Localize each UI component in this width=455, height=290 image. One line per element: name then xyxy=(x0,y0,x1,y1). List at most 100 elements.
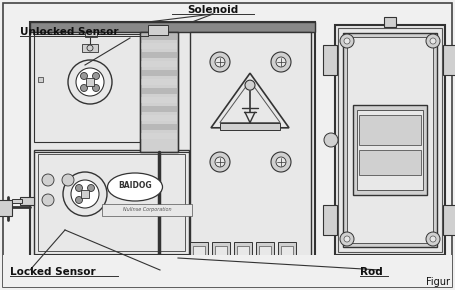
Bar xyxy=(335,25,445,255)
Circle shape xyxy=(210,152,230,172)
Bar xyxy=(383,273,397,281)
Bar xyxy=(141,97,177,103)
Bar xyxy=(141,115,177,121)
Circle shape xyxy=(68,60,112,104)
Bar xyxy=(20,197,34,205)
Bar xyxy=(141,106,177,112)
Circle shape xyxy=(245,80,255,90)
Circle shape xyxy=(340,232,354,246)
Bar xyxy=(353,105,427,195)
Circle shape xyxy=(324,133,338,147)
Bar xyxy=(30,22,315,262)
Bar xyxy=(38,77,43,82)
Bar xyxy=(323,45,337,75)
Bar xyxy=(278,242,296,258)
Circle shape xyxy=(340,34,354,48)
Circle shape xyxy=(87,184,95,191)
Bar xyxy=(141,34,177,40)
Bar xyxy=(141,124,177,130)
Circle shape xyxy=(76,184,82,191)
Bar xyxy=(3,255,452,287)
Bar xyxy=(384,17,396,27)
Bar xyxy=(359,115,421,145)
Bar xyxy=(82,44,98,52)
Bar xyxy=(141,70,177,76)
Bar xyxy=(81,190,89,198)
Bar xyxy=(338,28,442,252)
Bar xyxy=(190,32,311,260)
Bar xyxy=(347,37,433,243)
Bar xyxy=(193,246,205,256)
Bar xyxy=(85,32,97,37)
Circle shape xyxy=(62,174,74,186)
Circle shape xyxy=(42,174,54,186)
Circle shape xyxy=(344,38,350,44)
Bar xyxy=(237,246,249,256)
Circle shape xyxy=(71,180,99,208)
Circle shape xyxy=(271,152,291,172)
Circle shape xyxy=(276,157,286,167)
Text: NulInse Corporation: NulInse Corporation xyxy=(123,208,172,213)
Circle shape xyxy=(81,72,87,79)
Bar xyxy=(357,110,423,190)
Bar xyxy=(172,279,184,284)
Bar xyxy=(443,45,455,75)
Text: Unlocked Sensor: Unlocked Sensor xyxy=(20,27,118,37)
Circle shape xyxy=(63,172,107,216)
Circle shape xyxy=(92,72,100,79)
Bar xyxy=(359,150,421,175)
Bar xyxy=(34,34,164,142)
Circle shape xyxy=(81,84,87,92)
Circle shape xyxy=(42,194,54,206)
Circle shape xyxy=(92,84,100,92)
Ellipse shape xyxy=(107,173,162,201)
Circle shape xyxy=(215,157,225,167)
Bar xyxy=(259,246,271,256)
Text: BAIDOG: BAIDOG xyxy=(118,180,152,189)
Bar xyxy=(141,52,177,58)
Circle shape xyxy=(430,38,436,44)
Bar xyxy=(281,246,293,256)
Bar xyxy=(141,88,177,94)
Bar xyxy=(30,22,315,32)
Bar xyxy=(323,205,337,235)
Bar xyxy=(141,61,177,67)
Circle shape xyxy=(344,236,350,242)
Text: Locked Sensor: Locked Sensor xyxy=(10,267,96,277)
Circle shape xyxy=(215,57,225,67)
Bar xyxy=(169,257,187,279)
Circle shape xyxy=(430,236,436,242)
Bar xyxy=(220,123,280,130)
Text: Solenoid: Solenoid xyxy=(187,5,238,15)
Bar xyxy=(443,205,455,235)
Bar xyxy=(141,79,177,85)
Bar xyxy=(212,242,230,258)
Bar xyxy=(34,150,189,255)
Text: Rod: Rod xyxy=(360,267,383,277)
Bar xyxy=(148,25,168,35)
Bar xyxy=(141,133,177,139)
Bar xyxy=(380,255,400,273)
Bar xyxy=(140,32,178,152)
Bar xyxy=(343,33,437,247)
Polygon shape xyxy=(211,73,289,128)
Circle shape xyxy=(271,52,291,72)
Circle shape xyxy=(76,197,82,204)
Circle shape xyxy=(76,68,104,96)
Bar xyxy=(256,242,274,258)
Bar xyxy=(141,43,177,49)
Bar xyxy=(234,242,252,258)
Bar xyxy=(102,204,192,216)
Circle shape xyxy=(87,45,93,51)
Bar xyxy=(38,154,185,251)
Bar xyxy=(0,200,12,216)
Circle shape xyxy=(210,52,230,72)
Text: Figur: Figur xyxy=(426,277,450,287)
Circle shape xyxy=(426,34,440,48)
Bar xyxy=(215,246,227,256)
Bar xyxy=(86,78,94,86)
Bar xyxy=(190,242,208,258)
Circle shape xyxy=(276,57,286,67)
Bar xyxy=(12,199,22,203)
Bar xyxy=(140,32,178,152)
